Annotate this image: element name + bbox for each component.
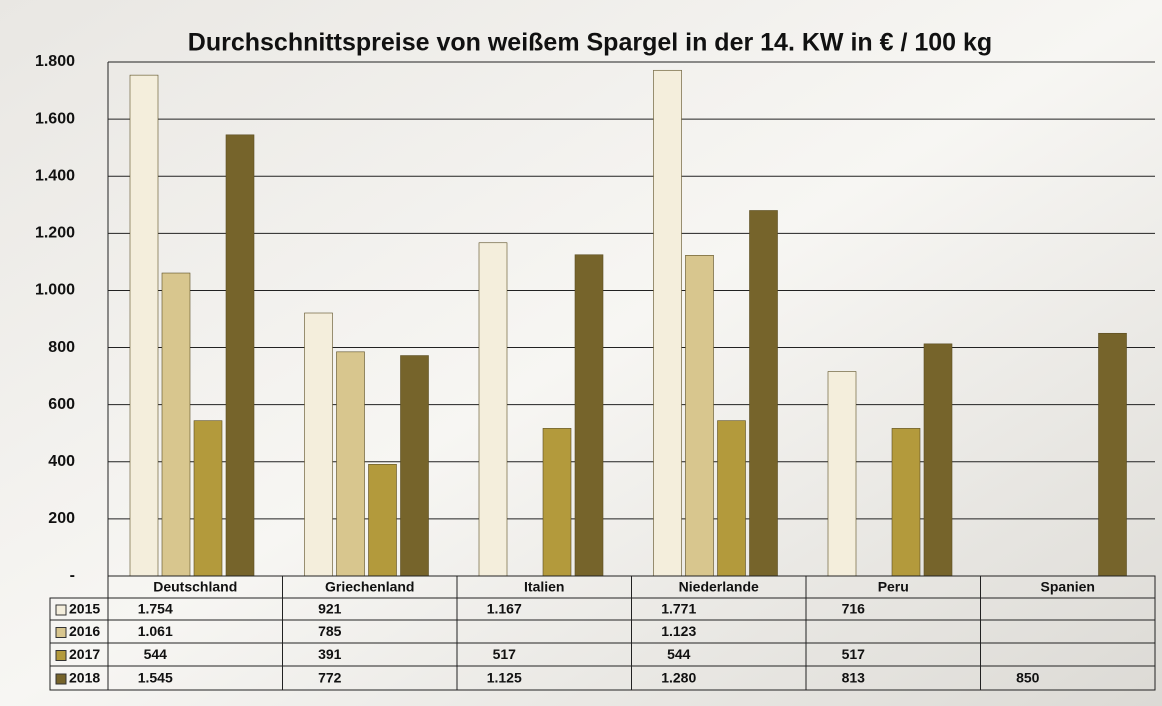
y-tick-label: 800 [48,339,75,356]
legend-key [55,627,67,638]
data-label: 716 [842,601,866,617]
bar [304,312,333,577]
bar [368,464,397,577]
legend-key [55,650,67,661]
data-label: 772 [318,670,342,686]
bar [653,69,682,577]
data-label: 921 [318,601,342,617]
legend-label: 2015 [69,601,100,617]
bar [478,242,508,577]
bar [400,355,429,577]
legend-label: 2017 [69,646,100,662]
chart-title: Durchschnittspreise von weißem Spargel i… [188,29,992,57]
bar [827,371,857,577]
data-label: 813 [842,670,866,686]
legend-label: 2018 [69,670,100,686]
bar [193,420,223,577]
data-label: 1.167 [487,601,522,617]
bar [1098,332,1127,577]
data-label: 1.545 [138,670,173,686]
data-label: 850 [1016,670,1040,686]
x-tick-label: Peru [878,579,909,595]
data-label: 1.125 [487,670,522,686]
data-label: 1.280 [661,670,696,686]
bar [891,428,921,577]
bar [225,134,255,577]
bar [923,343,953,577]
x-tick-label: Griechenland [325,579,414,595]
data-label: 391 [318,646,342,662]
bar [336,351,365,577]
data-label: 1.123 [661,623,696,639]
bar [685,255,714,577]
x-tick-label: Deutschland [153,579,237,595]
y-tick-label: 200 [48,510,75,527]
data-label: 1.771 [661,601,696,617]
x-tick-label: Spanien [1041,579,1095,595]
bar [129,74,159,577]
bar [161,272,191,577]
legend-key [55,673,67,685]
data-label: 785 [318,623,342,639]
legend-label: 2016 [69,623,100,639]
bar [574,254,604,577]
x-tick-label: Niederlande [679,579,759,595]
x-tick-label: Italien [524,579,564,595]
data-label: 544 [144,646,168,662]
bar [542,428,572,577]
y-tick-label: 600 [48,396,75,413]
data-label: 1.754 [138,601,173,617]
y-tick-label: 1.800 [35,53,75,70]
y-tick-label: 1.000 [35,282,75,299]
y-tick-label: 400 [48,453,75,470]
bar [717,420,746,577]
legend-key [55,604,67,616]
data-label: 1.061 [138,623,173,639]
bar [749,210,778,577]
data-label: 544 [667,646,691,662]
y-tick-label: 1.600 [35,110,75,127]
y-tick-label: 1.400 [35,167,75,184]
data-label: 517 [842,646,866,662]
data-label: 517 [493,646,517,662]
y-tick-label: 1.200 [35,225,75,242]
y-tick-label: - [70,567,75,584]
